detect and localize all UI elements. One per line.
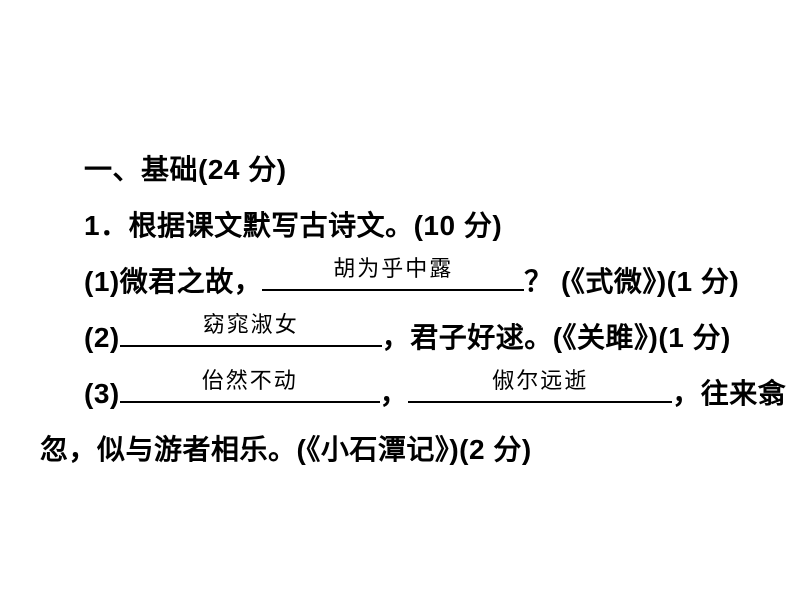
blank-2: 窈窕淑女: [120, 317, 382, 347]
item-3-line2: 忽，似与游者相乐。(《小石潭记》)(2 分): [40, 428, 532, 468]
item-3-mid: ，: [380, 378, 409, 409]
blank-1: 胡为乎中露: [262, 261, 524, 291]
item-3-prefix: (3): [84, 378, 120, 409]
answer-3a: 佁然不动: [120, 363, 380, 395]
question-stem-text: 1．根据课文默写古诗文。(10 分): [84, 210, 502, 241]
item-2-suffix: ，君子好逑。(《关雎》)(1 分): [382, 322, 731, 353]
question-stem: 1．根据课文默写古诗文。(10 分): [84, 204, 502, 244]
section-title-text: 一、基础(24 分): [84, 154, 287, 185]
item-2-prefix: (2): [84, 322, 120, 353]
answer-1: 胡为乎中露: [262, 251, 524, 283]
answer-3b: 俶尔远逝: [408, 363, 672, 395]
answer-2: 窈窕淑女: [120, 307, 382, 339]
section-title: 一、基础(24 分): [84, 148, 287, 188]
item-3-tail2: 忽，似与游者相乐。(《小石潭记》)(2 分): [40, 434, 532, 465]
item-2: (2)窈窕淑女，君子好逑。(《关雎》)(1 分): [84, 316, 731, 356]
blank-3b: 俶尔远逝: [408, 373, 672, 403]
item-3-tail1: ，往来翕: [672, 378, 786, 409]
item-3-line1: (3)佁然不动，俶尔远逝，往来翕: [84, 372, 786, 412]
blank-3a: 佁然不动: [120, 373, 380, 403]
item-1: (1)微君之故，胡为乎中露？ (《式微》)(1 分): [84, 260, 739, 300]
item-1-suffix: ？ (《式微》)(1 分): [524, 266, 739, 297]
item-1-prefix: (1)微君之故，: [84, 266, 262, 297]
